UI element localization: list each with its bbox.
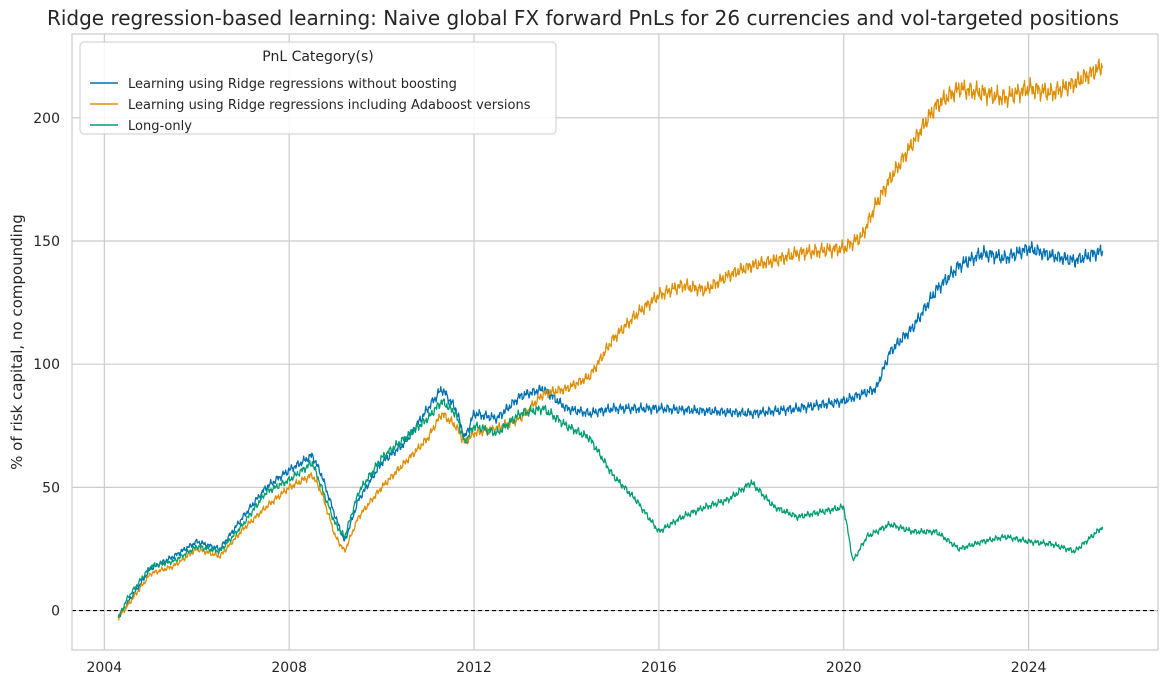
legend-items: Learning using Ridge regressions without… <box>90 77 531 134</box>
y-tick-label: 200 <box>33 111 60 127</box>
plot-frame <box>71 33 1159 651</box>
legend-box <box>79 41 557 135</box>
series-line-1 <box>117 241 1104 619</box>
x-tick-label: 2016 <box>641 660 677 676</box>
series-line-2 <box>117 58 1104 621</box>
x-tick-label: 2020 <box>826 660 862 676</box>
x-tick-label: 2008 <box>271 660 307 676</box>
legend-label: Long-only <box>128 119 192 134</box>
x-tick-label: 2004 <box>87 660 123 676</box>
legend-title: PnL Category(s) <box>262 49 374 65</box>
legend: PnL Category(s) Learning using Ridge reg… <box>79 41 557 135</box>
y-axis-label: % of risk capital, no compounding <box>8 214 26 470</box>
y-tick-label: 50 <box>42 480 60 496</box>
x-tick-label: 2012 <box>456 660 492 676</box>
x-tick-label: 2024 <box>1011 660 1047 676</box>
legend-label: Learning using Ridge regressions includi… <box>128 98 531 113</box>
y-tick-label: 0 <box>51 604 60 620</box>
chart-title: Ridge regression-based learning: Naive g… <box>46 6 1120 30</box>
series-group <box>117 58 1104 621</box>
series-line-3 <box>117 398 1104 618</box>
y-tick-label: 150 <box>33 234 60 250</box>
y-tick-label: 100 <box>33 357 60 373</box>
legend-label: Learning using Ridge regressions without… <box>128 77 457 92</box>
tick-labels: 2004 2008 2012 2016 2020 2024 0 50 100 150 200 <box>33 111 1046 676</box>
